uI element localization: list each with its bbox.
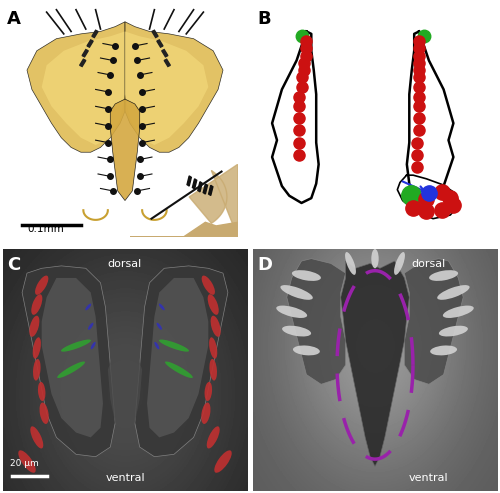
Ellipse shape (32, 337, 41, 359)
Ellipse shape (345, 252, 356, 275)
Ellipse shape (437, 285, 470, 300)
Polygon shape (92, 30, 98, 37)
Polygon shape (125, 22, 223, 152)
Text: dorsal: dorsal (412, 259, 446, 269)
Ellipse shape (154, 342, 160, 350)
Ellipse shape (30, 426, 44, 449)
Ellipse shape (209, 337, 218, 359)
Ellipse shape (18, 450, 36, 473)
Ellipse shape (206, 426, 220, 449)
Ellipse shape (439, 326, 468, 337)
Ellipse shape (156, 323, 162, 330)
Polygon shape (125, 32, 208, 145)
Ellipse shape (276, 306, 307, 318)
Ellipse shape (86, 304, 91, 310)
Ellipse shape (30, 316, 40, 337)
Ellipse shape (32, 294, 42, 315)
Ellipse shape (61, 340, 91, 352)
Polygon shape (27, 22, 125, 152)
Ellipse shape (429, 270, 458, 281)
Ellipse shape (88, 323, 94, 330)
Ellipse shape (159, 304, 164, 310)
Text: C: C (8, 256, 20, 274)
Polygon shape (42, 278, 103, 437)
Text: ventral: ventral (105, 473, 145, 483)
Ellipse shape (202, 276, 215, 295)
Text: ventral: ventral (409, 473, 449, 483)
Polygon shape (164, 59, 170, 67)
Ellipse shape (394, 252, 405, 275)
Ellipse shape (40, 402, 49, 424)
Text: 20 μm: 20 μm (10, 459, 38, 468)
Polygon shape (82, 50, 88, 57)
Ellipse shape (35, 276, 48, 295)
Ellipse shape (372, 249, 378, 268)
Polygon shape (110, 99, 140, 201)
Text: D: D (258, 256, 272, 274)
Text: 0.1mm: 0.1mm (27, 224, 64, 234)
Text: A: A (8, 10, 22, 28)
Text: dorsal: dorsal (108, 259, 142, 269)
Ellipse shape (293, 346, 320, 355)
Polygon shape (22, 266, 115, 457)
Ellipse shape (159, 340, 189, 352)
Polygon shape (2, 2, 248, 244)
Polygon shape (135, 266, 228, 457)
Polygon shape (152, 30, 158, 37)
Polygon shape (87, 40, 93, 47)
Ellipse shape (282, 326, 311, 337)
Ellipse shape (443, 306, 474, 318)
Text: B: B (258, 10, 271, 28)
Polygon shape (404, 259, 463, 384)
Ellipse shape (280, 285, 313, 300)
Polygon shape (147, 278, 208, 437)
Ellipse shape (204, 382, 212, 401)
Polygon shape (108, 346, 142, 442)
Ellipse shape (208, 294, 218, 315)
Ellipse shape (210, 316, 220, 337)
Ellipse shape (210, 359, 217, 381)
Ellipse shape (38, 382, 46, 401)
Ellipse shape (165, 361, 193, 378)
Polygon shape (340, 261, 409, 466)
Ellipse shape (33, 359, 40, 381)
Polygon shape (162, 50, 168, 57)
Ellipse shape (430, 346, 457, 355)
Ellipse shape (214, 450, 232, 473)
Polygon shape (157, 40, 163, 47)
Ellipse shape (292, 270, 321, 281)
Ellipse shape (90, 342, 96, 350)
Polygon shape (287, 259, 346, 384)
Ellipse shape (201, 402, 210, 424)
Polygon shape (80, 59, 86, 67)
Ellipse shape (57, 361, 85, 378)
Polygon shape (42, 32, 125, 145)
